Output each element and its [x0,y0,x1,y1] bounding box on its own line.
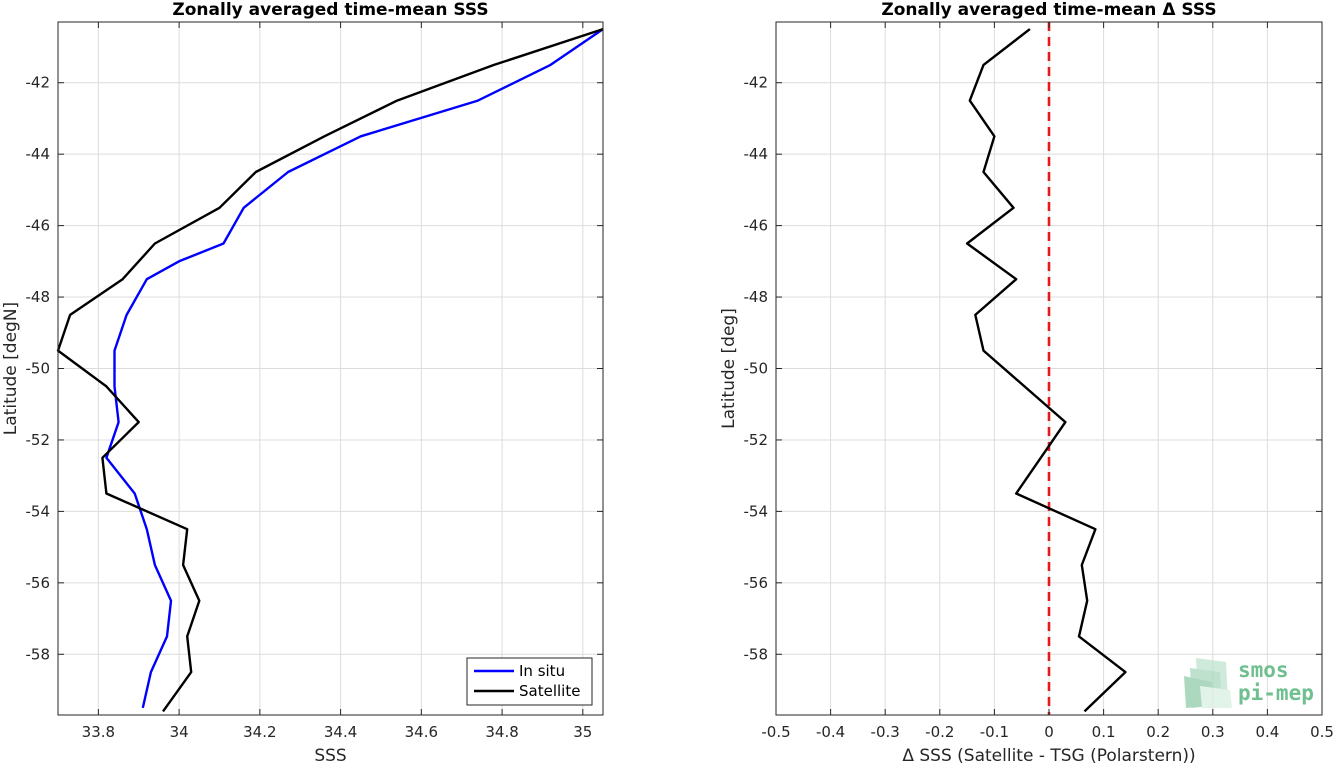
y-tick-label: -42 [26,74,51,92]
legend-label-in-situ: In situ [519,662,565,680]
smos-pi-mep-logo: smos pi-mep [1184,658,1314,708]
x-tick-label: 0.5 [1310,723,1333,741]
right-x-axis-label: Δ SSS (Satellite - TSG (Polarstern)) [902,746,1195,765]
x-tick-label: 34.8 [485,723,518,741]
y-tick-label: -48 [26,288,51,306]
x-tick-label: 34.4 [324,723,357,741]
y-tick-label: -42 [744,74,769,92]
series-line-0 [965,28,1127,713]
left-x-axis-label: SSS [314,746,346,765]
legend-label-satellite: Satellite [519,682,580,700]
left-x-ticks: 33.8 34 34.2 34.4 34.6 34.8 35 [82,22,592,741]
series-line-in-situ [105,28,604,709]
y-tick-label: -52 [744,431,769,449]
x-tick-label: 0.3 [1201,723,1225,741]
x-tick-label: 0.1 [1092,723,1116,741]
right-series [965,28,1127,713]
y-tick-label: -44 [744,145,769,163]
y-tick-label: -52 [26,431,51,449]
y-tick-label: -46 [744,217,769,235]
right-y-axis-label: Latitude [deg] [719,308,739,429]
right-panel: -0.5 -0.4 -0.3 -0.2 -0.1 0 0.1 0.2 0.3 0.4 0.5 -42… [719,0,1333,765]
y-tick-label: -58 [26,645,51,663]
x-tick-label: 0.4 [1255,723,1279,741]
y-tick-label: -58 [744,645,769,663]
y-tick-label: -50 [744,360,769,378]
series-line-satellite [56,27,604,713]
legend: In situ Satellite [466,657,593,706]
y-tick-label: -50 [26,360,51,378]
logo-text-pi-mep: pi-mep [1238,681,1314,705]
x-tick-label: 33.8 [82,723,115,741]
left-chart-title: Zonally averaged time-mean SSS [172,0,488,20]
x-tick-label: -0.5 [761,723,790,741]
x-tick-label: 34.6 [405,723,438,741]
x-tick-label: 35 [573,723,592,741]
left-series [56,27,604,713]
right-y-ticks: -42 -44 -46 -48 -50 -52 -54 -56 -58 [744,74,1322,663]
x-tick-label: -0.2 [925,723,954,741]
legend-box [466,657,593,706]
y-tick-label: -54 [26,502,51,520]
y-tick-label: -46 [26,217,51,235]
y-tick-label: -56 [26,574,51,592]
left-y-axis-label: Latitude [degN] [1,302,21,435]
x-tick-label: -0.3 [871,723,900,741]
left-panel: 33.8 34 34.2 34.4 34.6 34.8 35 -42 -44 -46 -48 -50… [1,0,604,765]
x-tick-label: 0 [1044,723,1054,741]
y-tick-label: -48 [744,288,769,306]
right-x-ticks: -0.5 -0.4 -0.3 -0.2 -0.1 0 0.1 0.2 0.3 0.4 0.5 [761,22,1333,741]
right-chart-title: Zonally averaged time-mean Δ SSS [881,0,1216,20]
x-tick-label: 0.2 [1146,723,1170,741]
x-tick-label: -0.4 [816,723,845,741]
left-y-ticks: -42 -44 -46 -48 -50 -52 -54 -56 -58 [26,74,603,663]
left-grid [58,22,603,715]
x-tick-label: 34 [170,723,189,741]
x-tick-label: -0.1 [980,723,1009,741]
y-tick-label: -54 [744,502,769,520]
y-tick-label: -56 [744,574,769,592]
x-tick-label: 34.2 [243,723,276,741]
logo-map-icon [1184,658,1232,708]
logo-text-smos: smos [1238,658,1289,682]
y-tick-label: -44 [26,145,51,163]
